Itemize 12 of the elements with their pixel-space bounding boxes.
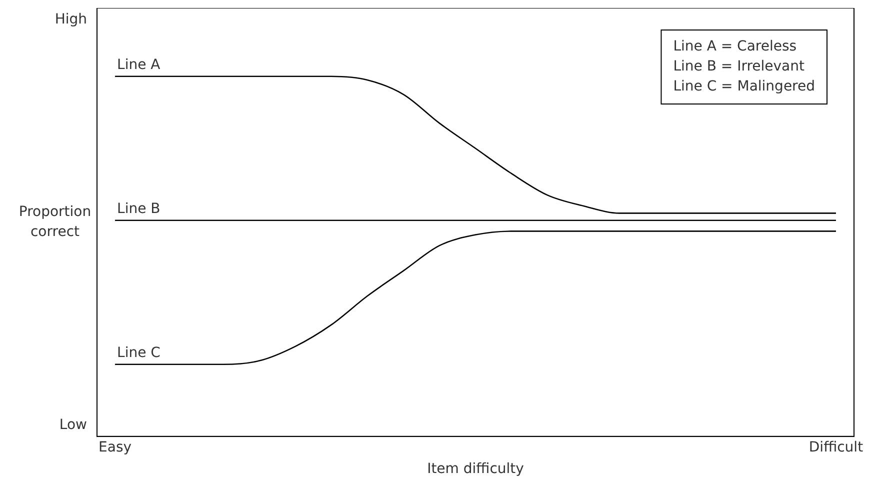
text: High [54, 12, 87, 28]
series-label: Line A [117, 57, 161, 74]
text: Line A = Careless [673, 38, 797, 55]
x-tick-label: Easy [98, 439, 132, 456]
x-tick-label: Difficult [808, 439, 864, 456]
text: Low [59, 417, 87, 434]
x-axis-title: Item difficulty [427, 461, 524, 478]
y-axis-title: Proportion correct [18, 204, 92, 240]
text: Line B = Irrelevant [673, 58, 806, 75]
annotation: Line C = Malingered [673, 78, 816, 95]
series-label: Line C [117, 345, 161, 362]
series-label: Line B [117, 201, 160, 218]
